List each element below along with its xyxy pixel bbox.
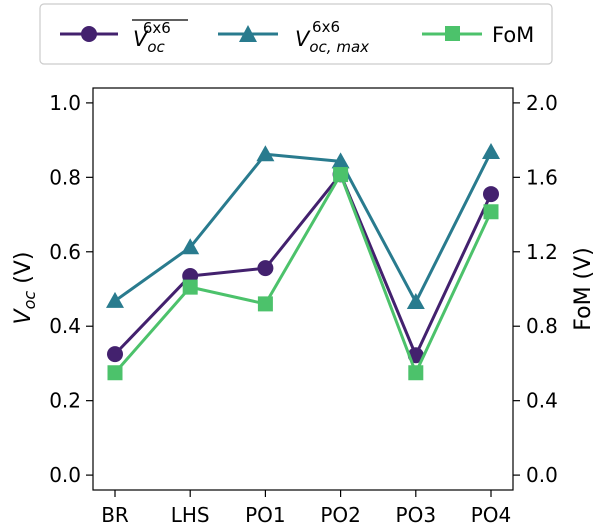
data-point-voc-mean-6x6 <box>107 346 123 363</box>
legend-marker-fom <box>445 26 460 41</box>
legend-entry-voc-max: Voc, max 6x6 <box>218 18 369 56</box>
data-point-voc-mean-6x6 <box>483 186 499 203</box>
plot-frame <box>92 87 514 491</box>
left-tick-label: 0.8 <box>49 165 81 189</box>
legend-label-voc-mean-sub: oc <box>147 38 165 56</box>
data-point-fom <box>408 365 424 381</box>
series-layer <box>106 143 500 381</box>
data-point-voc-mean-6x6 <box>257 260 274 277</box>
left-axis-title-base: V <box>11 307 36 324</box>
x-tick-label: PO2 <box>320 503 361 527</box>
right-axis: 0.0 0.4 0.8 1.2 1.6 2.0 <box>513 91 558 487</box>
data-point-fom <box>107 365 123 381</box>
x-tick-label: PO3 <box>396 503 437 527</box>
series-line-voc-mean-6x6 <box>113 172 493 357</box>
x-axis: BR LHS PO1 PO2 PO3 PO4 <box>101 490 511 527</box>
data-point-voc-max-6x6 <box>482 143 500 160</box>
legend-marker-voc-max <box>239 25 257 42</box>
left-tick-label: 0.6 <box>49 240 81 264</box>
legend-frame <box>39 3 553 65</box>
data-point-voc-max-6x6 <box>256 145 275 162</box>
legend-marker-voc-mean <box>81 26 97 42</box>
data-point-voc-max-6x6 <box>106 291 124 308</box>
data-point-voc-max-6x6 <box>181 238 200 255</box>
right-axis-title: FoM (V) <box>571 247 596 331</box>
legend-label-voc-mean-sup: 6x6 <box>143 19 171 37</box>
right-tick-label: 0.8 <box>526 314 558 338</box>
right-tick-label: 2.0 <box>526 91 558 115</box>
data-point-fom <box>483 204 499 220</box>
data-point-fom <box>257 296 273 312</box>
left-axis-title-sub: oc <box>20 291 39 310</box>
legend-label-voc-max-sub: oc, max <box>309 38 369 56</box>
svg-text:Voc, max6x6: Voc, max 6x6 <box>295 18 369 56</box>
x-tick-label: PO1 <box>245 503 286 527</box>
right-tick-label: 0.4 <box>526 389 558 413</box>
svg-text:Voc6x6: Voc6x6 <box>133 19 171 56</box>
data-point-voc-max-6x6 <box>331 152 350 169</box>
right-tick-label: 1.2 <box>526 240 558 264</box>
data-point-fom <box>333 167 349 183</box>
series-line-fom <box>113 173 493 375</box>
x-tick-label: LHS <box>171 503 210 527</box>
right-tick-label: 0.0 <box>526 463 558 487</box>
legend: Voc6x6 Voc, max6x6 FoM <box>39 3 553 65</box>
data-point-voc-max-6x6 <box>406 293 425 310</box>
x-tick-label: BR <box>101 503 129 527</box>
legend-label-voc-max-base: V <box>295 27 311 51</box>
right-tick-label: 1.6 <box>526 165 558 189</box>
left-axis-title-unit: (V) <box>11 252 36 291</box>
legend-label-voc-mean-base: V <box>133 27 149 51</box>
left-tick-label: 0.2 <box>49 389 81 413</box>
left-axis-title: Voc (V) <box>11 252 39 325</box>
legend-entry-fom: FoM <box>422 23 534 47</box>
left-axis: 0.0 0.2 0.4 0.6 0.8 1.0 <box>49 91 93 487</box>
series-line-voc-max-6x6 <box>114 151 493 304</box>
legend-label-voc-max-sup: 6x6 <box>312 18 340 36</box>
data-point-fom <box>182 279 198 295</box>
left-tick-label: 0.4 <box>49 314 81 338</box>
left-tick-label: 0.0 <box>49 463 81 487</box>
left-tick-label: 1.0 <box>49 91 81 115</box>
legend-entry-voc-mean: Voc6x6 <box>60 19 188 56</box>
x-tick-label: PO4 <box>471 503 512 527</box>
legend-label-fom: FoM <box>492 23 534 47</box>
